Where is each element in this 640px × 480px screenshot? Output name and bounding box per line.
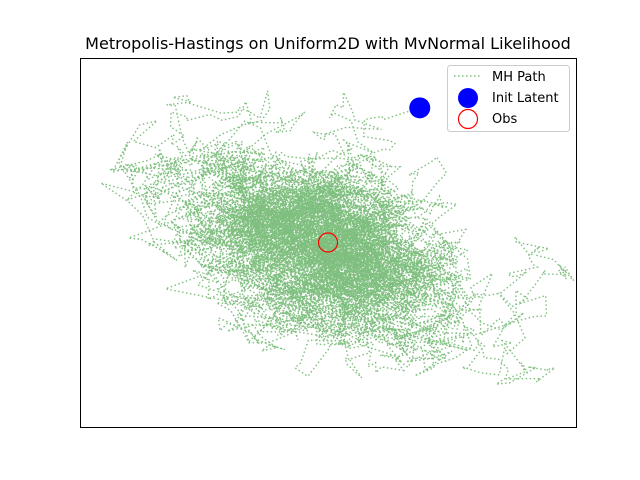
mh-path-segment-0 [162, 107, 472, 379]
chart-title: Metropolis-Hastings on Uniform2D with Mv… [85, 34, 571, 53]
mh-path-segment-1 [194, 178, 473, 377]
legend: MH Path Init Latent Obs [447, 65, 570, 132]
legend-obs-swatch [457, 108, 479, 130]
obs-marker [317, 232, 339, 253]
legend-mh-path-label: MH Path [492, 70, 546, 85]
legend-init-latent-swatch [458, 88, 478, 108]
mh-path-segment-11 [111, 120, 461, 375]
legend-init-latent-label: Init Latent [492, 91, 559, 106]
mh-path-series [100, 90, 575, 385]
mh-path-segment-10 [100, 99, 482, 378]
init-latent-marker [409, 97, 431, 119]
legend-box [447, 65, 570, 132]
legend-obs-label: Obs [492, 112, 517, 127]
mh-path-segment-5 [180, 136, 454, 347]
mh-path-segment-4 [157, 150, 454, 363]
axes-frame [80, 58, 577, 428]
mh-path-segment-9 [109, 152, 525, 360]
